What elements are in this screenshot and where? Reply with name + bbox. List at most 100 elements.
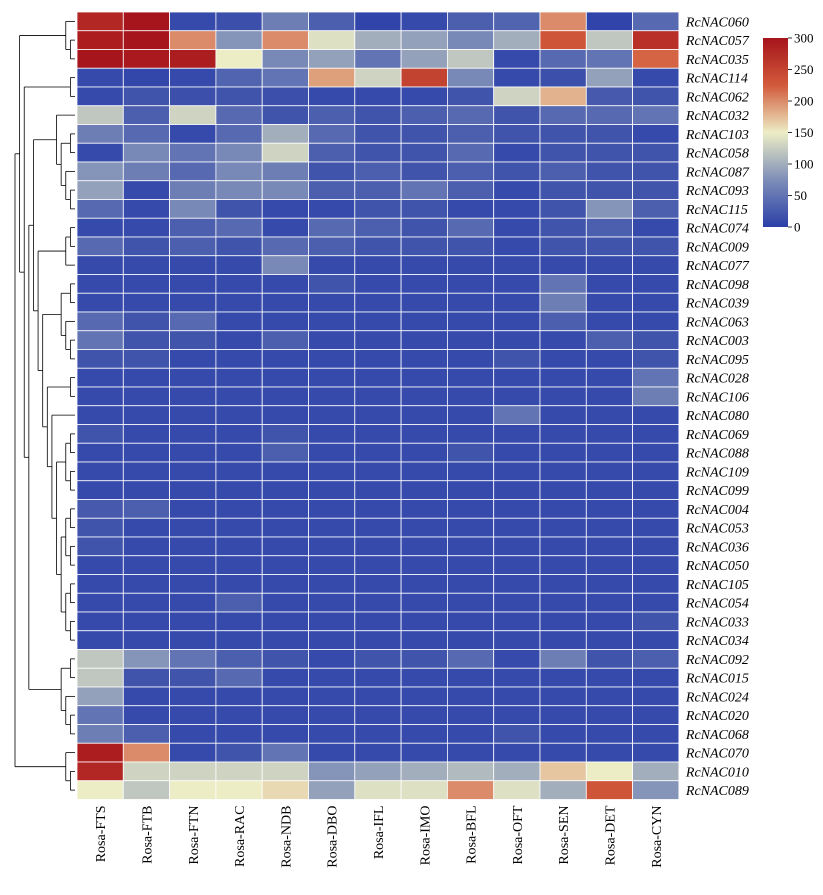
heatmap-cell <box>493 574 541 594</box>
heatmap-cell <box>493 105 541 125</box>
heatmap-cell <box>539 105 587 125</box>
heatmap-cell <box>632 67 680 88</box>
heatmap-cell <box>122 536 171 557</box>
column-label: Rosa-CYN <box>650 806 665 868</box>
heatmap-cell <box>261 761 309 782</box>
heatmap-cell <box>261 442 309 463</box>
row-label: RcNAC087 <box>685 165 750 180</box>
heatmap-cell <box>632 424 680 444</box>
heatmap-cell <box>493 761 541 782</box>
row-label: RcNAC109 <box>685 465 749 480</box>
heatmap-cell <box>446 30 495 50</box>
heatmap-cell <box>308 274 356 294</box>
heatmap-cell <box>446 386 495 407</box>
row-label: RcNAC092 <box>685 653 749 668</box>
heatmap-cell <box>76 30 124 50</box>
heatmap-cell <box>493 67 541 88</box>
heatmap-cell <box>215 761 263 782</box>
heatmap-cell <box>122 124 171 144</box>
heatmap-cell <box>354 330 402 350</box>
heatmap-cell <box>585 424 633 444</box>
heatmap-cell <box>400 480 448 500</box>
heatmap-cell <box>400 424 448 444</box>
heatmap-cell <box>632 574 680 594</box>
heatmap-cell <box>261 555 309 575</box>
heatmap-cell <box>169 49 217 69</box>
heatmap-cell <box>261 11 309 32</box>
heatmap-cell <box>308 555 356 575</box>
heatmap-cell <box>632 255 680 275</box>
row-label: RcNAC069 <box>685 428 749 443</box>
heatmap-cell <box>585 86 633 107</box>
heatmap-cell <box>261 349 309 369</box>
heatmap-cell <box>215 49 263 69</box>
heatmap-cell <box>122 67 171 88</box>
heatmap-cell <box>308 742 356 763</box>
heatmap-cell <box>169 667 217 688</box>
heatmap-cell <box>585 49 633 69</box>
heatmap-cell <box>585 180 633 200</box>
heatmap-cell <box>76 649 124 669</box>
heatmap-cell <box>400 667 448 688</box>
heatmap-cell <box>354 686 402 707</box>
column-label: Rosa-IMO <box>418 806 433 866</box>
heatmap-cell <box>585 724 633 744</box>
row-label: RcNAC105 <box>685 578 749 593</box>
heatmap-cell <box>215 367 263 388</box>
heatmap-cell <box>215 649 263 669</box>
heatmap-cell <box>354 105 402 125</box>
heatmap-cell <box>632 161 680 182</box>
heatmap-cell <box>308 386 356 407</box>
heatmap-cell <box>585 217 633 238</box>
heatmap-cell <box>632 199 680 219</box>
heatmap-cell <box>261 667 309 688</box>
heatmap-cell <box>169 499 217 519</box>
heatmap-cell <box>539 536 587 557</box>
heatmap-cell <box>122 255 171 275</box>
heatmap-cell <box>261 686 309 707</box>
heatmap-cell <box>446 742 495 763</box>
row-label: RcNAC062 <box>685 90 749 105</box>
heatmap-cell <box>169 574 217 594</box>
row-label: RcNAC024 <box>685 690 749 705</box>
heatmap-cell <box>169 649 217 669</box>
heatmap-cell <box>539 349 587 369</box>
heatmap-cell <box>122 592 171 613</box>
heatmap-cell <box>122 330 171 350</box>
heatmap-cell <box>632 592 680 613</box>
heatmap-cell <box>308 705 356 725</box>
heatmap-cell <box>539 11 587 32</box>
heatmap-cell <box>261 705 309 725</box>
heatmap-cell <box>215 461 263 482</box>
heatmap-cell <box>76 67 124 88</box>
heatmap-cell <box>122 49 171 69</box>
heatmap-cell <box>122 292 171 313</box>
row-label: RcNAC003 <box>685 334 749 349</box>
heatmap-cell <box>261 105 309 125</box>
column-label: Rosa-FTN <box>187 806 202 865</box>
heatmap-cell <box>446 555 495 575</box>
heatmap-cell <box>215 180 263 200</box>
heatmap-cell <box>539 311 587 332</box>
heatmap-cell <box>122 11 171 32</box>
row-label: RcNAC035 <box>685 53 749 68</box>
heatmap-cell <box>308 124 356 144</box>
heatmap-cell <box>446 705 495 725</box>
heatmap-cell <box>493 30 541 50</box>
heatmap-cell <box>308 49 356 69</box>
heatmap-cell <box>493 236 541 257</box>
heatmap-cell <box>169 480 217 500</box>
heatmap-cell <box>493 480 541 500</box>
heatmap-cell <box>76 311 124 332</box>
heatmap-cell <box>76 255 124 275</box>
heatmap-cell <box>585 330 633 350</box>
heatmap-cell <box>215 11 263 32</box>
row-label: RcNAC098 <box>685 278 749 293</box>
heatmap-cell <box>76 480 124 500</box>
heatmap-cell <box>308 405 356 425</box>
heatmap-cell <box>585 780 633 800</box>
heatmap-cell <box>261 311 309 332</box>
heatmap-cell <box>122 349 171 369</box>
heatmap-cell <box>632 405 680 425</box>
